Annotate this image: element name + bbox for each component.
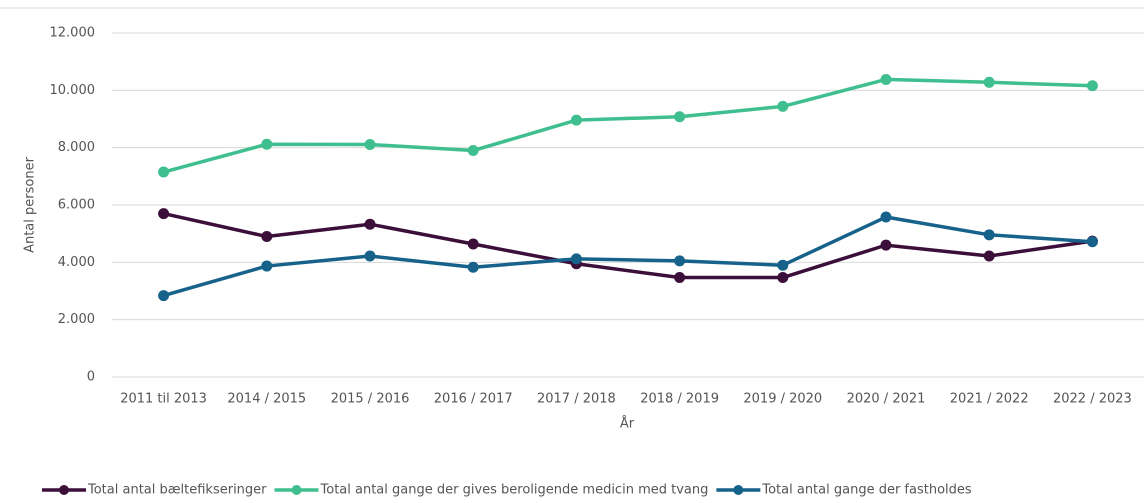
data-point	[158, 290, 170, 302]
data-point	[674, 111, 686, 123]
legend-label: Total antal gange der gives beroligende …	[320, 483, 709, 498]
data-point	[983, 229, 995, 241]
y-tick-label: 6.000	[58, 198, 95, 213]
data-point	[674, 272, 686, 284]
y-axis-label: Antal personer	[23, 156, 38, 252]
data-point	[570, 253, 582, 265]
data-point	[880, 211, 892, 223]
y-tick-label: 2.000	[58, 312, 95, 327]
series-line	[163, 215, 1093, 298]
x-tick-label: 2020 / 2021	[847, 392, 926, 407]
series-line	[163, 77, 1093, 174]
x-tick-label: 2014 / 2015	[227, 392, 306, 407]
data-point	[777, 100, 789, 112]
data-point	[777, 259, 789, 271]
x-tick-label: 2019 / 2020	[743, 392, 822, 407]
x-tick-label: 2017 / 2018	[537, 392, 616, 407]
y-tick-label: 0	[87, 370, 95, 385]
data-point	[1086, 236, 1098, 248]
data-point	[261, 138, 273, 150]
x-tick-label: 2022 / 2023	[1053, 392, 1132, 407]
x-tick-label: 2018 / 2019	[640, 392, 719, 407]
legend-label: Total antal gange der fastholdes	[761, 483, 972, 498]
legend-marker	[291, 485, 302, 495]
data-point	[880, 73, 892, 85]
legend-marker	[59, 485, 69, 495]
legend-label: Total antal bæltefikseringer	[87, 483, 267, 498]
data-point	[983, 250, 995, 262]
data-point	[261, 231, 273, 243]
x-axis-label: År	[620, 416, 635, 432]
data-point	[777, 272, 789, 284]
x-tick-label: 2021 / 2022	[950, 392, 1029, 407]
data-point	[983, 76, 995, 88]
data-point	[364, 250, 376, 262]
x-tick-label: 2011 til 2013	[120, 392, 207, 407]
data-point	[364, 139, 376, 151]
series-line	[163, 211, 1093, 280]
data-point	[158, 166, 170, 178]
y-tick-label: 4.000	[58, 255, 95, 270]
data-point	[261, 260, 273, 272]
x-tick-label: 2016 / 2017	[434, 392, 513, 407]
legend-marker	[733, 485, 744, 495]
data-point	[880, 239, 892, 251]
y-tick-label: 12.000	[50, 26, 96, 41]
y-tick-label: 10.000	[50, 83, 96, 98]
y-tick-label: 8.000	[58, 140, 95, 155]
data-point	[467, 261, 479, 273]
data-point	[570, 114, 582, 126]
x-tick-label: 2015 / 2016	[331, 392, 410, 407]
data-point	[1086, 80, 1098, 92]
data-point	[364, 218, 376, 230]
data-point	[467, 238, 479, 250]
data-point	[674, 255, 686, 267]
data-point	[467, 145, 479, 157]
data-point	[158, 208, 170, 220]
